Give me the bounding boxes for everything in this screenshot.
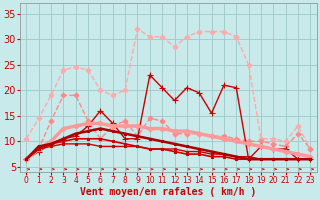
X-axis label: Vent moyen/en rafales ( km/h ): Vent moyen/en rafales ( km/h )	[80, 187, 256, 197]
